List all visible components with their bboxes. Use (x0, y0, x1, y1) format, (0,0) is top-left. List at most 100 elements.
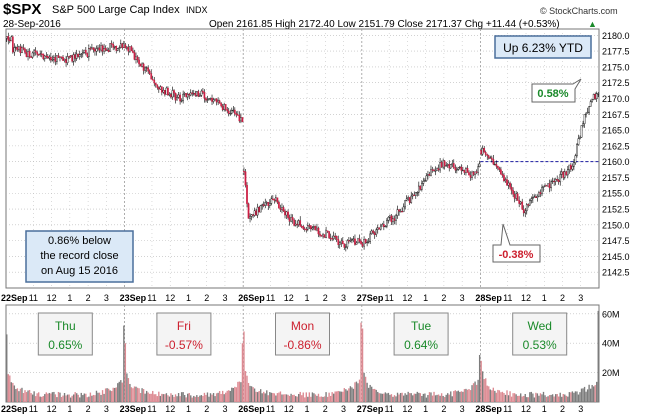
volume-bar (63, 392, 66, 402)
volume-bar (334, 391, 336, 402)
volume-bar (107, 388, 110, 402)
candle-down (484, 152, 487, 155)
candle-down (390, 215, 393, 223)
candle-up (532, 197, 534, 199)
volume-bar (250, 386, 253, 402)
candle-down (443, 160, 446, 167)
candle-up (462, 169, 464, 172)
volume-bar (576, 391, 578, 402)
volume-bar (44, 394, 46, 402)
candle-down (244, 171, 247, 186)
candle-up (290, 217, 292, 222)
volume-bar (542, 391, 545, 402)
volume-bar (308, 392, 311, 402)
candle-down (483, 147, 486, 153)
candle-up (264, 202, 267, 206)
volume-bar (357, 383, 359, 402)
candle-down (255, 210, 257, 216)
volume-bar (538, 395, 540, 402)
x-axis-label-bottom: 2 (323, 404, 328, 414)
candle-up (270, 198, 273, 204)
volume-bar (261, 393, 263, 402)
volume-bar (570, 392, 572, 402)
volume-bar (547, 396, 549, 402)
volume-bar (483, 379, 485, 402)
candle-up (417, 185, 420, 193)
ytd-callout-box (494, 35, 592, 59)
price-tick-label: 2150.0 (602, 220, 630, 230)
candle-up (168, 94, 171, 96)
candle-down (361, 243, 364, 247)
volume-bar (571, 391, 574, 402)
volume-bar (577, 394, 580, 402)
candle-up (477, 166, 479, 173)
candle-up (595, 93, 598, 99)
candle-down (142, 63, 145, 71)
candle-down (211, 97, 213, 102)
day-change-box (393, 312, 449, 356)
volume-bar (462, 391, 464, 402)
volume-bar (354, 382, 356, 402)
volume-bar (235, 387, 238, 402)
volume-bar (285, 394, 288, 402)
candle-down (30, 56, 32, 58)
candle-down (393, 218, 396, 221)
volume-bar (548, 395, 551, 402)
candle-down (509, 182, 511, 188)
volume-bar (202, 395, 204, 402)
candle-down (227, 110, 230, 114)
volume-bar (103, 393, 105, 402)
x-axis-label-bottom: 11 (384, 404, 393, 414)
candle-down (133, 52, 136, 60)
candle-down (513, 193, 516, 199)
volume-bar (582, 388, 584, 402)
volume-bar (253, 388, 256, 402)
volume-bar (197, 396, 200, 402)
candle-down (291, 217, 294, 221)
volume-bar (363, 372, 365, 402)
volume-bar (282, 394, 285, 402)
candle-down (500, 169, 502, 175)
volume-bar (332, 393, 335, 402)
volume-bar (551, 394, 554, 402)
candle-down (115, 46, 118, 51)
volume-bar (443, 397, 446, 402)
volume-bar (399, 392, 402, 402)
x-axis-label-bottom: 23Sep (120, 404, 147, 414)
candle-down (373, 232, 376, 235)
volume-bar (42, 395, 44, 402)
volume-bar (290, 393, 292, 402)
candle-up (177, 94, 180, 98)
volume-bar (74, 392, 76, 402)
volume-bar (589, 388, 592, 402)
candle-up (322, 234, 324, 237)
candle-down (553, 180, 555, 183)
candle-up (563, 171, 566, 178)
volume-bar (142, 389, 145, 402)
candle-up (182, 93, 184, 101)
candle-down (288, 217, 291, 222)
candle-up (186, 94, 189, 98)
volume-tick-label: 40M (602, 339, 620, 349)
volume-bar (348, 388, 350, 402)
candle-up (75, 53, 78, 59)
x-axis-label-bottom: 3 (578, 404, 583, 414)
candle-up (449, 164, 452, 169)
candle-up (425, 175, 428, 181)
x-axis-label-top: 12 (165, 293, 175, 303)
candle-down (279, 207, 282, 210)
volume-bar (516, 395, 519, 402)
candle-down (174, 93, 177, 101)
candle-up (294, 223, 297, 226)
volume-bar (580, 388, 583, 402)
candle-up (414, 192, 417, 196)
volume-bar (506, 390, 508, 402)
candle-down (42, 53, 45, 60)
volume-bar (313, 393, 315, 402)
price-tick-label: 2162.5 (602, 141, 630, 151)
candle-up (410, 195, 413, 203)
volume-bar (579, 392, 581, 402)
day-change-box (37, 312, 93, 356)
candle-up (325, 230, 327, 238)
